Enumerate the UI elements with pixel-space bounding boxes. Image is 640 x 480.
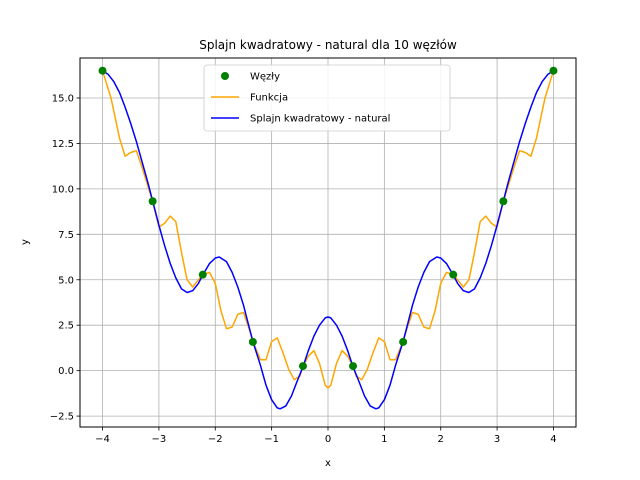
legend-label: Funkcja <box>250 93 288 104</box>
x-tick-label: 2 <box>438 434 444 445</box>
y-tick-label: 15.0 <box>52 93 74 104</box>
x-tick-label: −3 <box>152 434 167 445</box>
y-tick-label: 10.0 <box>52 184 74 195</box>
node-point <box>148 197 157 206</box>
legend-box <box>203 64 451 132</box>
y-axis: −2.5 0.0 2.5 5.0 7.5 10.0 12.5 15.0 <box>50 93 80 423</box>
node-markers <box>98 66 558 371</box>
y-tick-label: 5.0 <box>58 275 74 286</box>
x-tick-label: 0 <box>325 434 331 445</box>
x-tick-label: 1 <box>381 434 387 445</box>
y-tick-label: −2.5 <box>50 412 74 423</box>
legend-label: Węzły <box>250 72 280 83</box>
legend-marker <box>221 72 229 80</box>
x-tick-label: −1 <box>264 434 279 445</box>
plot-area <box>101 70 555 410</box>
x-axis: −4 −3 −2 −1 0 1 2 3 4 <box>95 427 557 445</box>
x-tick-label: 3 <box>494 434 500 445</box>
x-tick-label: 4 <box>550 434 556 445</box>
node-point <box>98 66 107 75</box>
node-point <box>298 362 307 371</box>
node-point <box>248 337 257 346</box>
y-tick-label: 7.5 <box>58 230 74 241</box>
y-tick-label: 12.5 <box>52 139 74 150</box>
node-point <box>549 66 558 75</box>
x-axis-label: x <box>325 458 331 469</box>
node-point <box>449 270 458 279</box>
chart-title: Splajn kwadratowy - natural dla 10 węzłó… <box>199 38 457 52</box>
spline-line <box>102 70 554 410</box>
node-point <box>198 270 207 279</box>
y-tick-label: 2.5 <box>58 321 74 332</box>
node-point <box>399 337 408 346</box>
function-line <box>101 70 555 389</box>
y-axis-label: y <box>20 239 31 245</box>
legend: Węzły Funkcja Splajn kwadratowy - natural <box>203 64 451 132</box>
node-point <box>349 362 358 371</box>
y-tick-label: 0.0 <box>58 366 74 377</box>
x-tick-label: −4 <box>95 434 110 445</box>
legend-label: Splajn kwadratowy - natural <box>250 114 390 125</box>
x-tick-label: −2 <box>208 434 223 445</box>
node-point <box>499 197 508 206</box>
